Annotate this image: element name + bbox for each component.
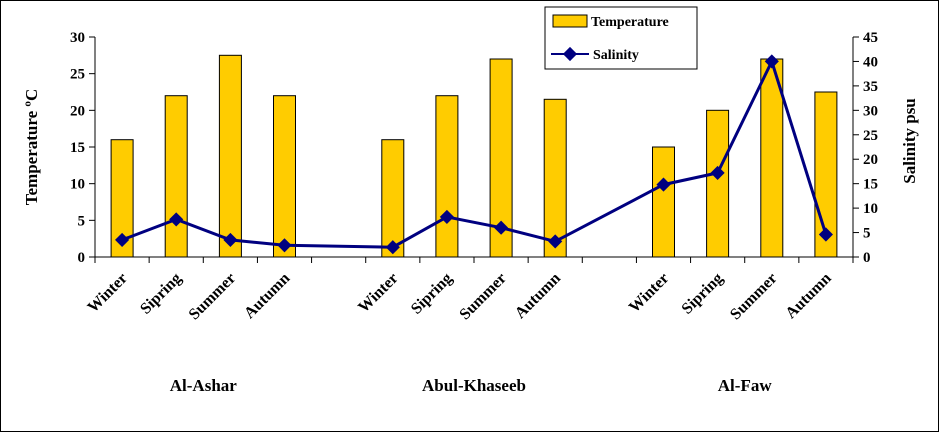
salinity-point xyxy=(818,227,833,242)
legend: Temperature Salinity xyxy=(544,6,698,70)
salinity-point xyxy=(439,209,454,224)
temperature-bar xyxy=(164,95,188,258)
temperature-bar xyxy=(218,54,242,258)
group-label: Al-Ashar xyxy=(170,376,238,395)
left-tick-label: 25 xyxy=(70,67,85,83)
left-tick-label: 20 xyxy=(70,103,85,119)
category-label: Winter xyxy=(85,270,131,316)
right-tick-label: 15 xyxy=(863,177,878,193)
right-tick-label: 45 xyxy=(863,30,878,46)
salinity-point xyxy=(277,238,292,253)
category-label: Sipring xyxy=(679,270,727,318)
left-tick-label: 30 xyxy=(70,30,85,46)
group-label: Al-Faw xyxy=(718,376,773,395)
right-tick-label: 5 xyxy=(863,226,871,242)
temperature-bar xyxy=(273,95,296,258)
right-tick-label: 0 xyxy=(863,250,871,266)
left-axis-title: Temperature ºC xyxy=(22,89,41,206)
category-label: Autumn xyxy=(512,270,564,322)
right-tick-label: 40 xyxy=(863,54,878,70)
chart-axes xyxy=(89,36,859,263)
group-label: Abul-Khaseeb xyxy=(422,376,526,395)
category-label: Summer xyxy=(186,270,239,323)
salinity-point xyxy=(548,234,563,249)
salinity-point xyxy=(223,232,238,247)
legend-temperature-label: Temperature xyxy=(591,15,669,30)
legend-salinity-label: Salinity xyxy=(593,48,639,63)
left-tick-label: 5 xyxy=(78,213,86,229)
right-tick-label: 20 xyxy=(863,152,878,168)
temperature-bar xyxy=(652,146,675,258)
salinity-point xyxy=(169,212,184,227)
temperature-bar xyxy=(543,98,567,258)
right-tick-label: 10 xyxy=(863,201,878,217)
legend-bar-swatch xyxy=(552,14,588,28)
category-label: Autumn xyxy=(241,270,293,322)
category-label: Winter xyxy=(626,270,672,316)
salinity-series-line xyxy=(121,57,828,249)
salinity-point xyxy=(710,165,725,180)
temperature-bars xyxy=(110,54,838,258)
right-axis-title: Salinity psu xyxy=(900,98,919,184)
temperature-bar xyxy=(706,109,730,258)
category-label: Winter xyxy=(355,270,401,316)
category-label: Summer xyxy=(727,270,780,323)
category-label: Autumn xyxy=(782,270,834,322)
legend-marker xyxy=(562,46,578,62)
category-label: Sipring xyxy=(408,270,456,318)
left-tick-label: 0 xyxy=(78,250,86,266)
right-tick-label: 35 xyxy=(863,79,878,95)
left-tick-label: 10 xyxy=(70,177,85,193)
right-tick-label: 30 xyxy=(863,103,878,119)
salinity-point xyxy=(764,54,779,69)
temperature-bar xyxy=(435,95,459,258)
temperature-bar xyxy=(381,139,405,258)
salinity-point xyxy=(385,240,400,255)
left-tick-label: 15 xyxy=(70,140,85,156)
category-label: Summer xyxy=(456,270,509,323)
category-label: Sipring xyxy=(137,270,185,318)
salinity-point xyxy=(494,220,509,235)
right-tick-label: 25 xyxy=(863,128,878,144)
salinity-point xyxy=(656,177,671,192)
